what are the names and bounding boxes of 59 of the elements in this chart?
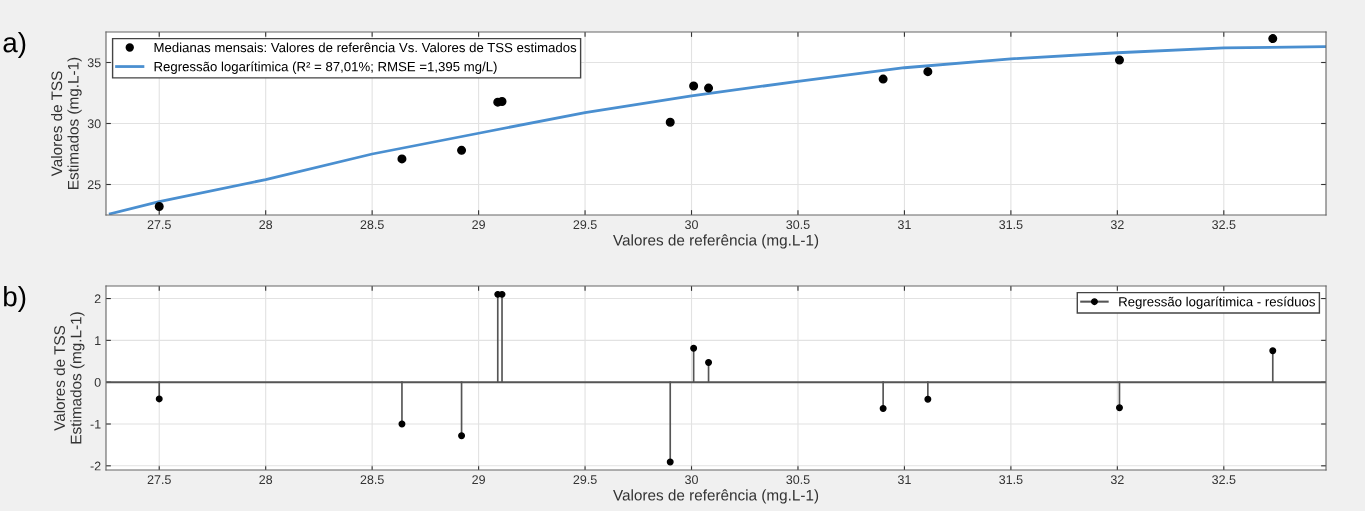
legend-label: Regressão logarítimica - resíduos [1119,296,1315,310]
point [1268,34,1278,44]
point [705,359,713,367]
y-tick-label: 35 [87,58,101,68]
point [665,117,675,127]
x-tick-label: 32.5 [1212,475,1236,485]
x-axis-title: Valores de referência (mg.L-1) [613,489,819,504]
point [878,74,888,84]
y-axis-title: Valores de TSS Estimados (mg.L-1) [53,312,85,444]
legend-label: Medianas mensais: Valores de referência Vs. Valores de TSS estimados [154,42,577,53]
x-tick-label: 28.5 [360,475,384,485]
x-tick-label: 32.5 [1212,220,1236,230]
x-tick-label: 32 [1110,475,1124,485]
x-tick-label: 29 [472,220,485,230]
point [924,395,932,403]
x-tick-label: 32 [1110,220,1124,230]
point [154,201,164,211]
point [397,154,407,164]
y-tick-label: 30 [87,119,101,129]
x-axis-title: Valores de referência (mg.L-1) [613,234,819,249]
x-tick-label: 28 [259,475,273,485]
point [457,145,467,155]
x-tick-label: 28.5 [360,220,384,230]
text: a) [3,32,26,58]
point [704,83,714,93]
y-tick-label: -2 [90,461,101,471]
x-tick-label: 30.5 [786,220,810,230]
x-tick-label: 29 [472,475,485,485]
legend-label: Regressão logarítimica (R² = 87,01%; RMSE =1,395 mg/L) [154,61,497,74]
point [666,458,674,466]
x-tick-label: 29.5 [573,475,597,485]
point [689,81,699,91]
x-tick-label: 31.5 [999,475,1023,485]
y-tick-label: 25 [87,180,101,190]
point [1114,55,1124,65]
point [923,67,933,77]
point [498,290,506,298]
y-tick-label: 2 [94,294,101,304]
y-axis-title: Valores de TSS Estimados (mg.L-1) [50,57,82,189]
y-tick-label: 0 [94,377,101,387]
x-tick-label: 30 [685,475,698,485]
point [155,395,163,403]
y-tick-label: 1 [95,336,101,345]
x-tick-label: 29.5 [573,220,597,230]
text: b) [4,286,26,312]
point [690,344,698,352]
x-tick-label: 28 [259,220,273,230]
x-tick-label: 31 [897,475,911,485]
point [458,432,466,440]
point [1269,347,1277,355]
y-tick-label: -1 [90,419,101,429]
x-tick-label: 27.5 [147,220,171,230]
x-tick-label: 30 [685,220,698,230]
x-tick-label: 30.5 [786,475,810,485]
point [879,405,887,413]
x-tick-label: 27.5 [147,475,171,485]
x-tick-label: 31.5 [999,220,1023,230]
x-tick-label: 31 [897,220,911,230]
point [1116,404,1123,412]
